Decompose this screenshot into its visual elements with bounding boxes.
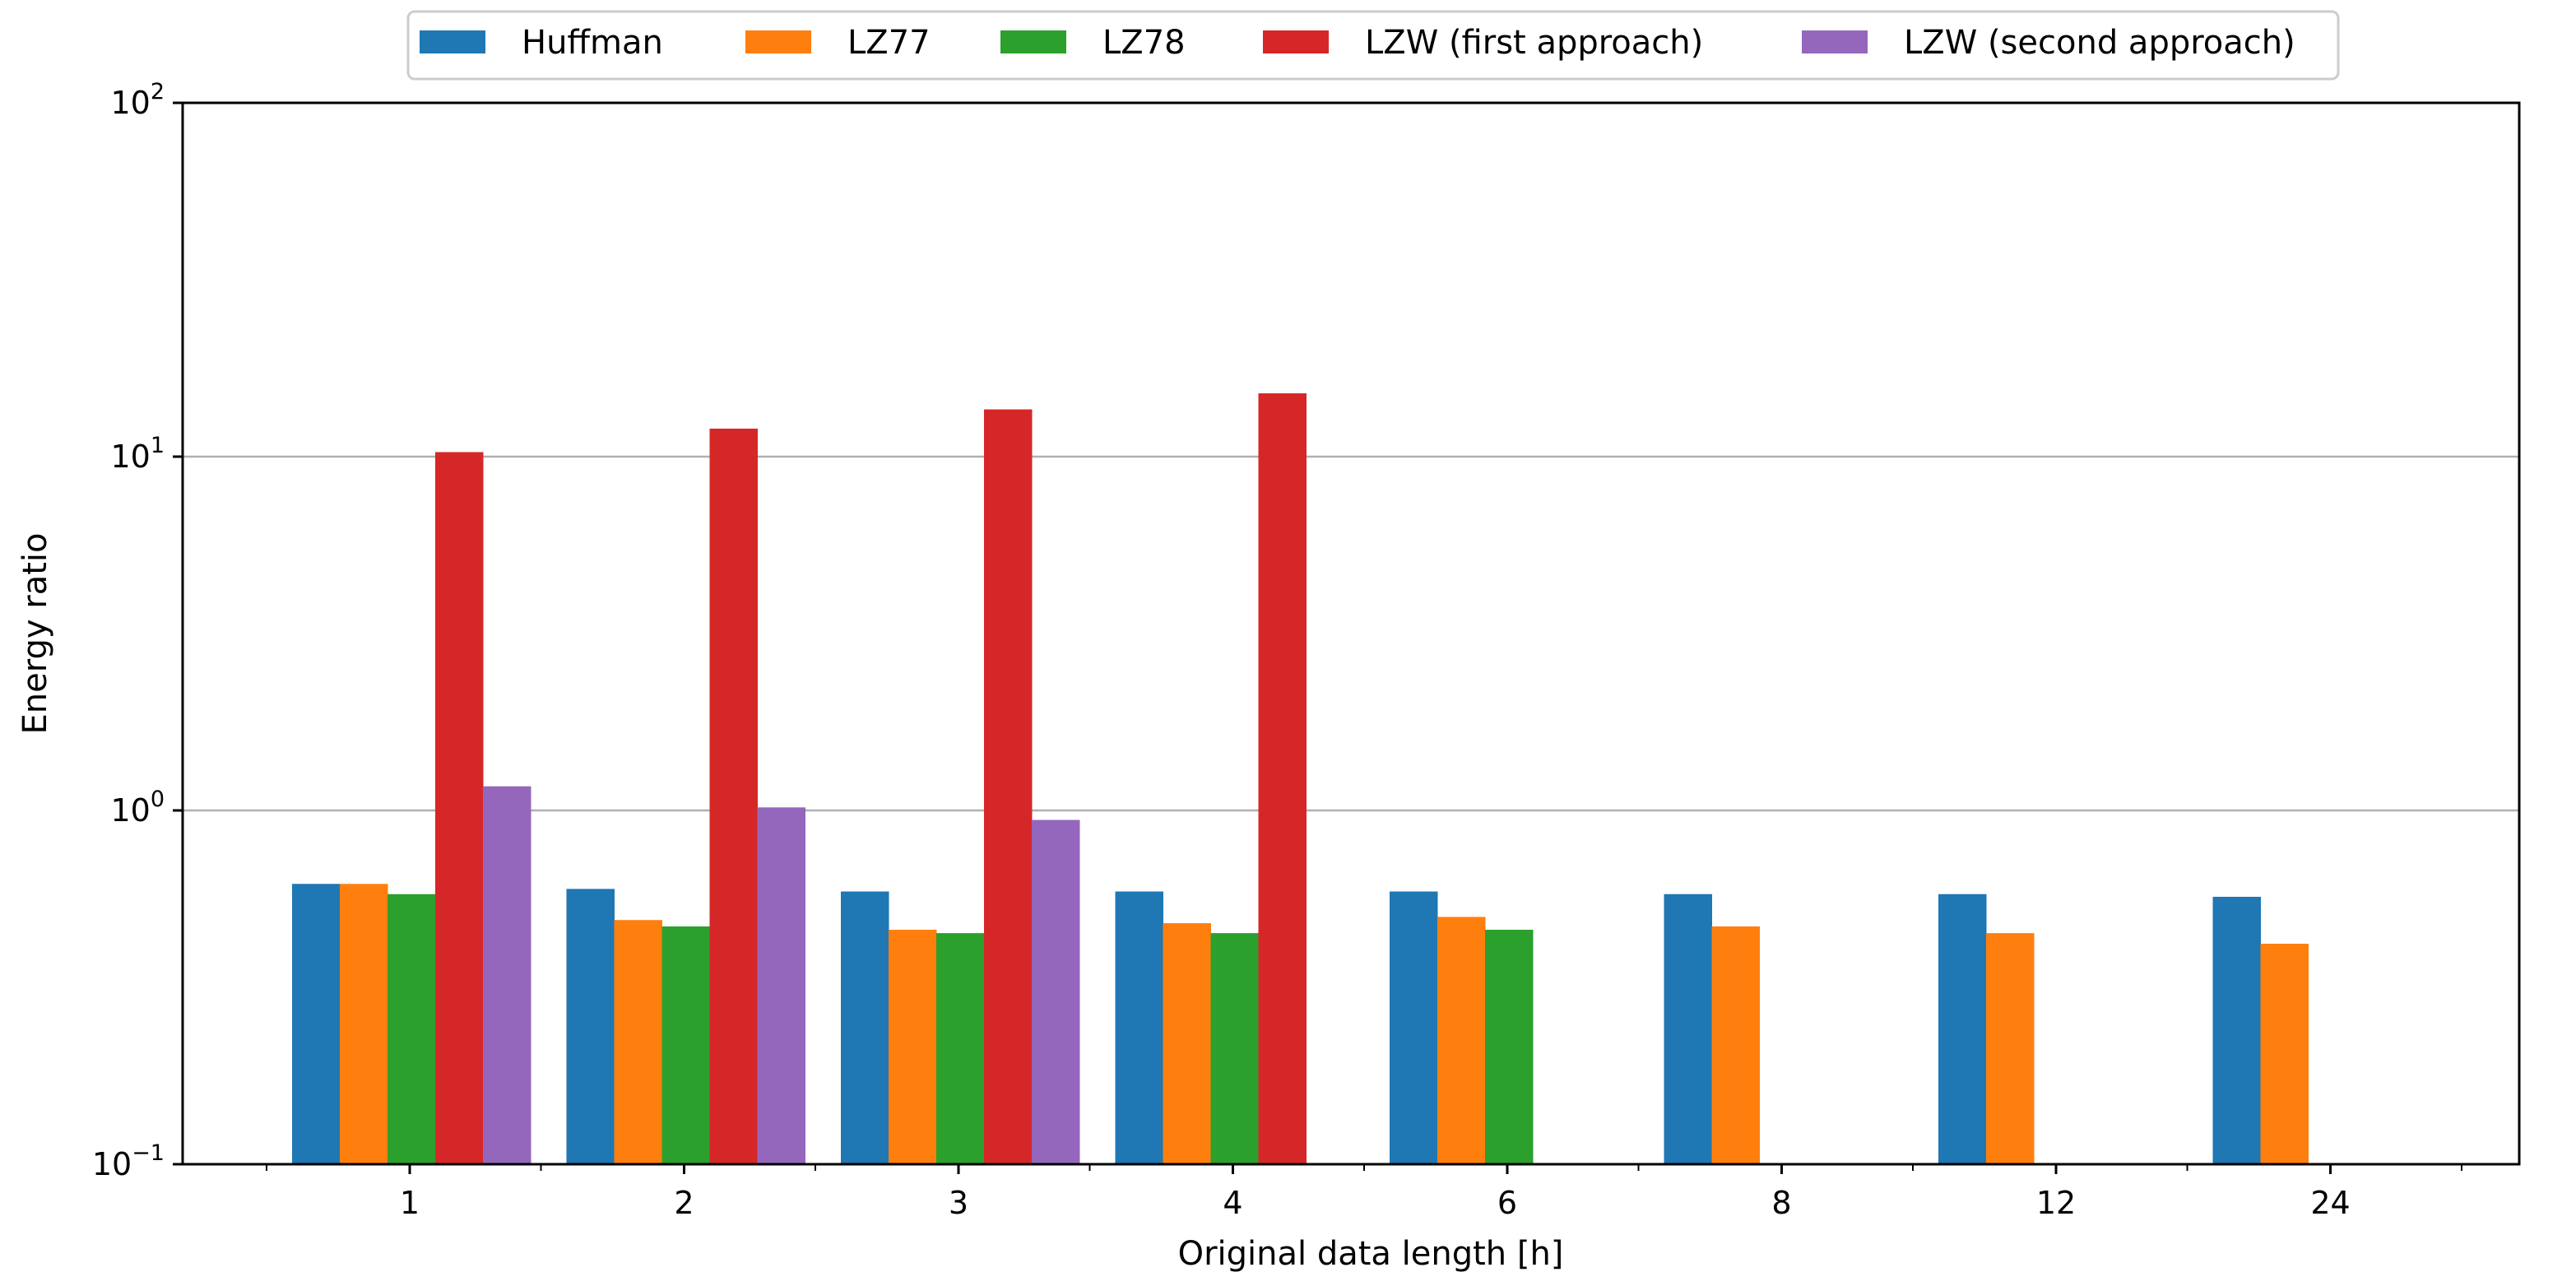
y-tick-label: 100 [110, 787, 165, 829]
x-axis: 1 2 3 4 6 8 12 24 [266, 1164, 2462, 1221]
legend-swatch [1802, 30, 1868, 53]
x-tick-label: 6 [1497, 1185, 1517, 1221]
legend-swatch [420, 30, 485, 53]
legend-label: LZW (second approach) [1904, 24, 2295, 62]
legend-label: LZ78 [1102, 24, 1186, 62]
bar [757, 807, 805, 1164]
bar [1437, 917, 1486, 1164]
legend-label: LZ77 [847, 24, 931, 62]
legend-frame [406, 10, 2340, 81]
legend: Huffman LZ77 LZ78 LZW (first approach) LZW (… [406, 10, 2340, 81]
bar [1485, 930, 1534, 1164]
bar [435, 452, 484, 1164]
bar [1938, 894, 1987, 1164]
bar [841, 891, 889, 1164]
x-tick-label: 3 [949, 1185, 968, 1221]
legend-label: Huffman [522, 24, 663, 62]
x-tick-label: 12 [2036, 1185, 2076, 1221]
bar [388, 894, 436, 1164]
plot-frame [181, 101, 2521, 1166]
bar [1032, 819, 1080, 1164]
bar [1163, 923, 1211, 1164]
y-tick-label: 101 [110, 433, 165, 475]
bar [1115, 891, 1163, 1164]
legend-swatch [1263, 30, 1329, 53]
bar [984, 409, 1033, 1165]
bar [483, 786, 531, 1164]
x-tick-label: 2 [674, 1185, 694, 1221]
bar [292, 884, 341, 1164]
y-tick-label: 10−1 [92, 1140, 165, 1182]
bar [889, 930, 937, 1164]
bars [292, 393, 2309, 1165]
x-tick-label: 8 [1771, 1185, 1791, 1221]
y-axis-label: Energy ratio [16, 533, 54, 735]
bar [1390, 891, 1438, 1164]
bar [2260, 944, 2309, 1164]
bar [340, 884, 388, 1164]
bar [1986, 933, 2035, 1164]
x-tick-label: 24 [2310, 1185, 2350, 1221]
bar [709, 428, 758, 1164]
x-axis-label: Original data length [h] [1178, 1235, 1564, 1273]
x-tick-label: 4 [1223, 1185, 1242, 1221]
bar [1664, 894, 1712, 1164]
bar [1711, 926, 1760, 1164]
bar [1258, 393, 1307, 1164]
bar [661, 926, 710, 1164]
x-tick-label: 1 [400, 1185, 420, 1221]
bar [614, 920, 662, 1164]
bar [2212, 896, 2261, 1164]
legend-label: LZW (first approach) [1365, 24, 1703, 62]
bar [1210, 933, 1259, 1164]
bar [936, 933, 985, 1164]
grid-lines [183, 455, 2519, 812]
y-tick-label: 102 [110, 79, 165, 121]
y-axis: 10−1 100 101 102 [92, 79, 183, 1182]
legend-swatch [1000, 30, 1066, 53]
bar [566, 889, 615, 1164]
legend-swatch [745, 30, 811, 53]
